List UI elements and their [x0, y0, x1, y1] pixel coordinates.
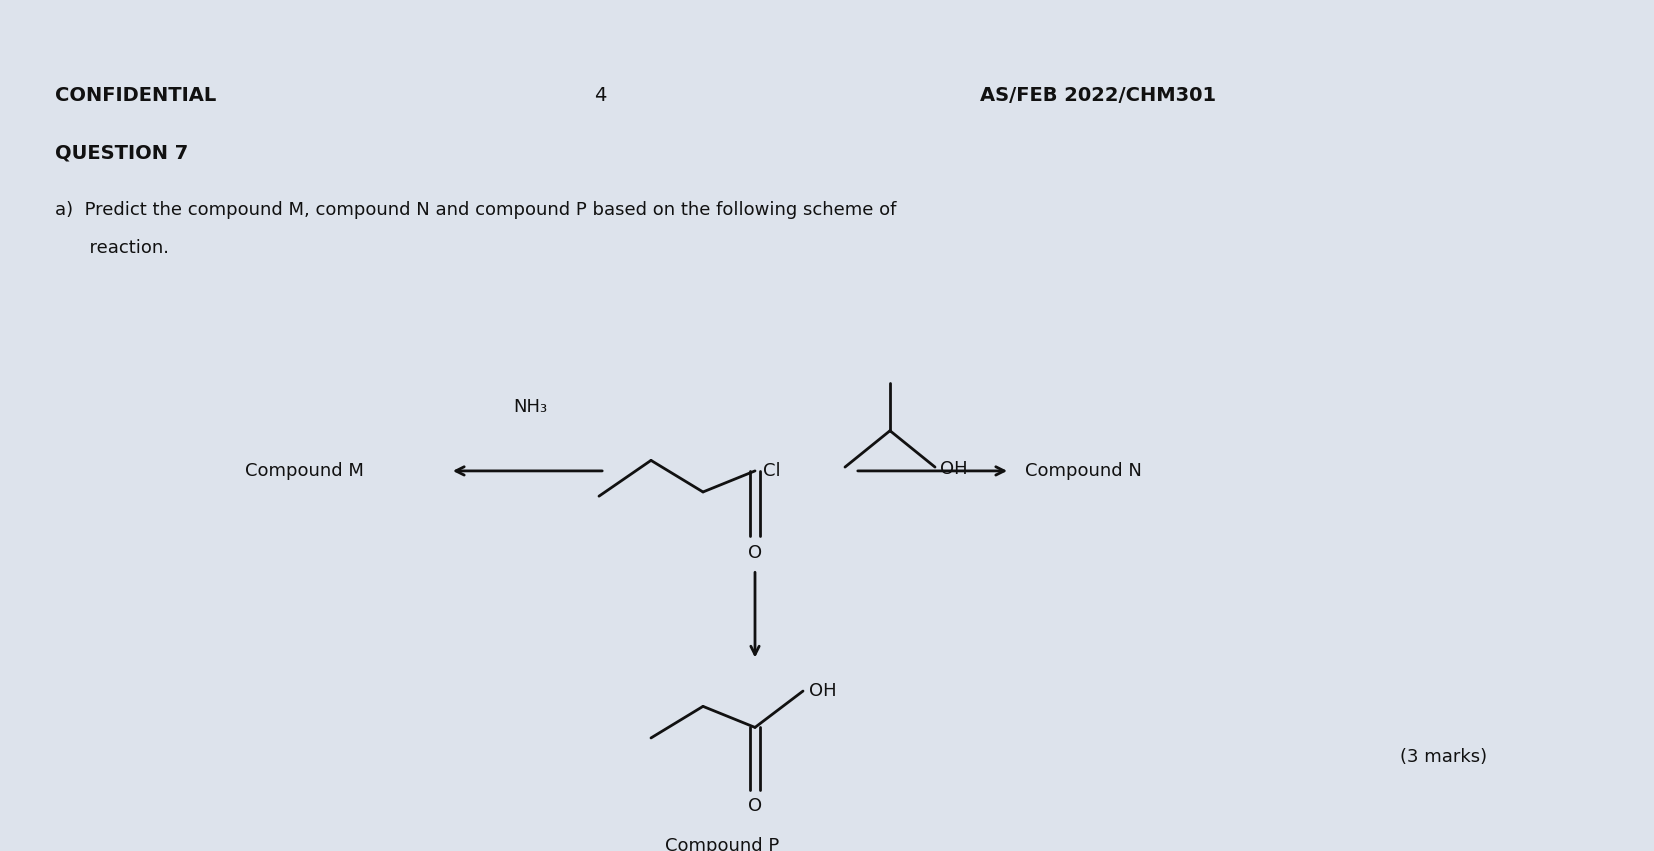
Text: O: O [748, 544, 762, 562]
Text: NH₃: NH₃ [513, 398, 547, 416]
Text: O: O [748, 797, 762, 815]
Text: 4: 4 [594, 86, 605, 106]
Text: Compound N: Compound N [1025, 462, 1141, 480]
Text: Compound M: Compound M [245, 462, 364, 480]
Text: Compound P: Compound P [665, 837, 779, 851]
Text: a)  Predict the compound M, compound N and compound P based on the following sch: a) Predict the compound M, compound N an… [55, 201, 896, 219]
Text: AS/FEB 2022/CHM301: AS/FEB 2022/CHM301 [981, 86, 1216, 106]
Text: QUESTION 7: QUESTION 7 [55, 144, 189, 163]
Text: CONFIDENTIAL: CONFIDENTIAL [55, 86, 217, 106]
Text: Cl: Cl [762, 462, 781, 480]
Text: reaction.: reaction. [55, 239, 169, 257]
Text: (3 marks): (3 marks) [1399, 748, 1487, 766]
Text: OH: OH [939, 460, 968, 478]
Text: OH: OH [809, 682, 837, 700]
